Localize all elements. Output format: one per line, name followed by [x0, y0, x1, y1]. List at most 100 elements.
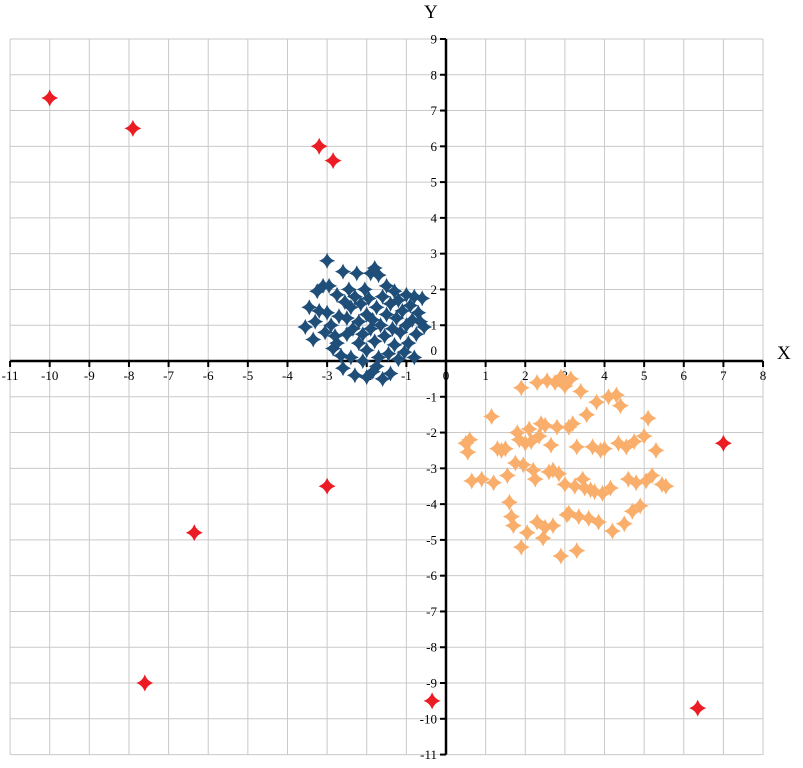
data-point-orange-cluster — [536, 416, 554, 435]
data-point-orange-cluster — [498, 466, 517, 485]
x-tick-label: 7 — [720, 368, 727, 383]
data-point-blue-cluster — [318, 304, 336, 321]
x-tick-label: 6 — [681, 368, 688, 383]
data-point-blue-cluster — [406, 349, 423, 366]
data-point-orange-cluster — [560, 504, 578, 522]
data-point-blue-cluster — [307, 313, 324, 330]
data-point-orange-cluster — [482, 407, 501, 426]
data-point-blue-cluster — [364, 311, 381, 329]
data-point-blue-cluster — [390, 292, 407, 309]
data-point-red-outliers — [136, 674, 154, 692]
data-point-orange-cluster — [520, 420, 538, 438]
data-point-blue-cluster — [328, 334, 346, 352]
data-point-blue-cluster — [372, 317, 389, 334]
x-tick-label: 1 — [482, 368, 489, 383]
data-point-orange-cluster — [623, 502, 641, 520]
data-point-blue-cluster — [350, 313, 367, 330]
y-tick-label: 2 — [431, 282, 438, 297]
data-point-blue-cluster — [376, 327, 393, 345]
x-tick-label: -6 — [203, 368, 214, 383]
data-point-orange-cluster — [530, 427, 548, 445]
x-tick-label: -8 — [124, 368, 135, 383]
data-point-blue-cluster — [330, 308, 348, 325]
data-point-orange-cluster — [647, 441, 665, 460]
y-tick-label: -10 — [420, 711, 437, 726]
data-point-blue-cluster — [334, 360, 352, 377]
data-point-orange-cluster — [556, 475, 574, 494]
data-point-blue-cluster — [342, 349, 360, 366]
data-point-blue-cluster — [402, 297, 419, 314]
data-point-orange-cluster — [570, 507, 588, 526]
data-point-orange-cluster — [593, 484, 612, 503]
data-point-blue-cluster — [332, 347, 350, 364]
data-point-blue-cluster — [374, 370, 391, 388]
data-point-orange-cluster — [562, 370, 580, 388]
data-point-blue-cluster — [350, 334, 367, 352]
data-point-blue-cluster — [400, 334, 417, 352]
data-point-red-outliers — [185, 524, 203, 542]
data-point-blue-cluster — [366, 333, 383, 350]
x-tick-label: 2 — [522, 368, 529, 383]
x-tick-label: -4 — [282, 368, 293, 383]
data-point-blue-cluster — [396, 343, 413, 361]
data-point-blue-cluster — [334, 263, 352, 280]
y-tick-label: 4 — [431, 210, 438, 225]
y-tick-label: -1 — [426, 389, 437, 404]
y-tick-label: -4 — [426, 497, 437, 512]
data-point-orange-cluster — [657, 477, 675, 495]
y-tick-label: 6 — [431, 139, 438, 154]
data-point-orange-cluster — [611, 397, 630, 415]
x-tick-label: -10 — [41, 368, 58, 383]
data-point-orange-cluster — [601, 479, 620, 497]
data-point-orange-cluster — [534, 529, 552, 547]
y-tick-label: -2 — [426, 425, 437, 440]
data-point-orange-cluster — [564, 414, 582, 433]
data-point-blue-cluster — [404, 311, 421, 329]
data-point-blue-cluster — [354, 326, 371, 343]
data-point-blue-cluster — [380, 345, 397, 362]
data-point-orange-cluster — [459, 443, 477, 461]
data-point-blue-cluster — [368, 358, 385, 375]
data-point-blue-cluster — [322, 317, 340, 334]
data-point-blue-cluster — [318, 252, 336, 269]
y-tick-label: -9 — [426, 676, 437, 691]
y-tick-label: -7 — [426, 604, 437, 619]
data-point-blue-cluster — [368, 299, 385, 316]
data-point-blue-cluster — [311, 302, 328, 320]
data-point-orange-cluster — [526, 470, 544, 488]
data-point-blue-cluster — [378, 306, 395, 323]
y-tick-label: -5 — [426, 532, 437, 547]
data-point-red-outliers — [41, 89, 59, 107]
data-point-blue-cluster — [374, 288, 391, 305]
x-tick-label: 5 — [641, 368, 648, 383]
y-tick-label: 8 — [431, 67, 438, 82]
data-point-orange-cluster — [506, 454, 525, 472]
data-point-orange-cluster — [631, 497, 649, 515]
data-point-blue-cluster — [408, 326, 425, 343]
data-point-orange-cluster — [568, 541, 586, 560]
data-point-red-outliers — [714, 434, 733, 452]
data-point-blue-cluster — [297, 318, 314, 336]
data-point-blue-cluster — [370, 349, 387, 366]
data-point-orange-cluster — [484, 474, 503, 492]
y-tick-label: -11 — [420, 747, 437, 762]
data-point-orange-cluster — [585, 482, 604, 501]
data-point-red-outliers — [124, 119, 142, 138]
y-tick-label: 3 — [431, 246, 438, 261]
data-point-orange-cluster — [607, 386, 626, 404]
data-point-red-outliers — [324, 151, 342, 170]
data-point-orange-cluster — [461, 431, 479, 449]
data-point-blue-cluster — [362, 320, 379, 337]
data-point-orange-cluster — [566, 477, 584, 495]
data-point-orange-cluster — [496, 440, 515, 458]
data-point-orange-cluster — [603, 522, 622, 540]
data-point-orange-cluster — [568, 438, 586, 456]
data-point-blue-cluster — [305, 331, 322, 348]
data-point-orange-cluster — [512, 379, 530, 397]
data-point-orange-cluster — [615, 515, 633, 533]
y-tick-label: 1 — [431, 318, 438, 333]
data-point-blue-cluster — [358, 342, 375, 359]
data-point-blue-cluster — [378, 277, 395, 295]
